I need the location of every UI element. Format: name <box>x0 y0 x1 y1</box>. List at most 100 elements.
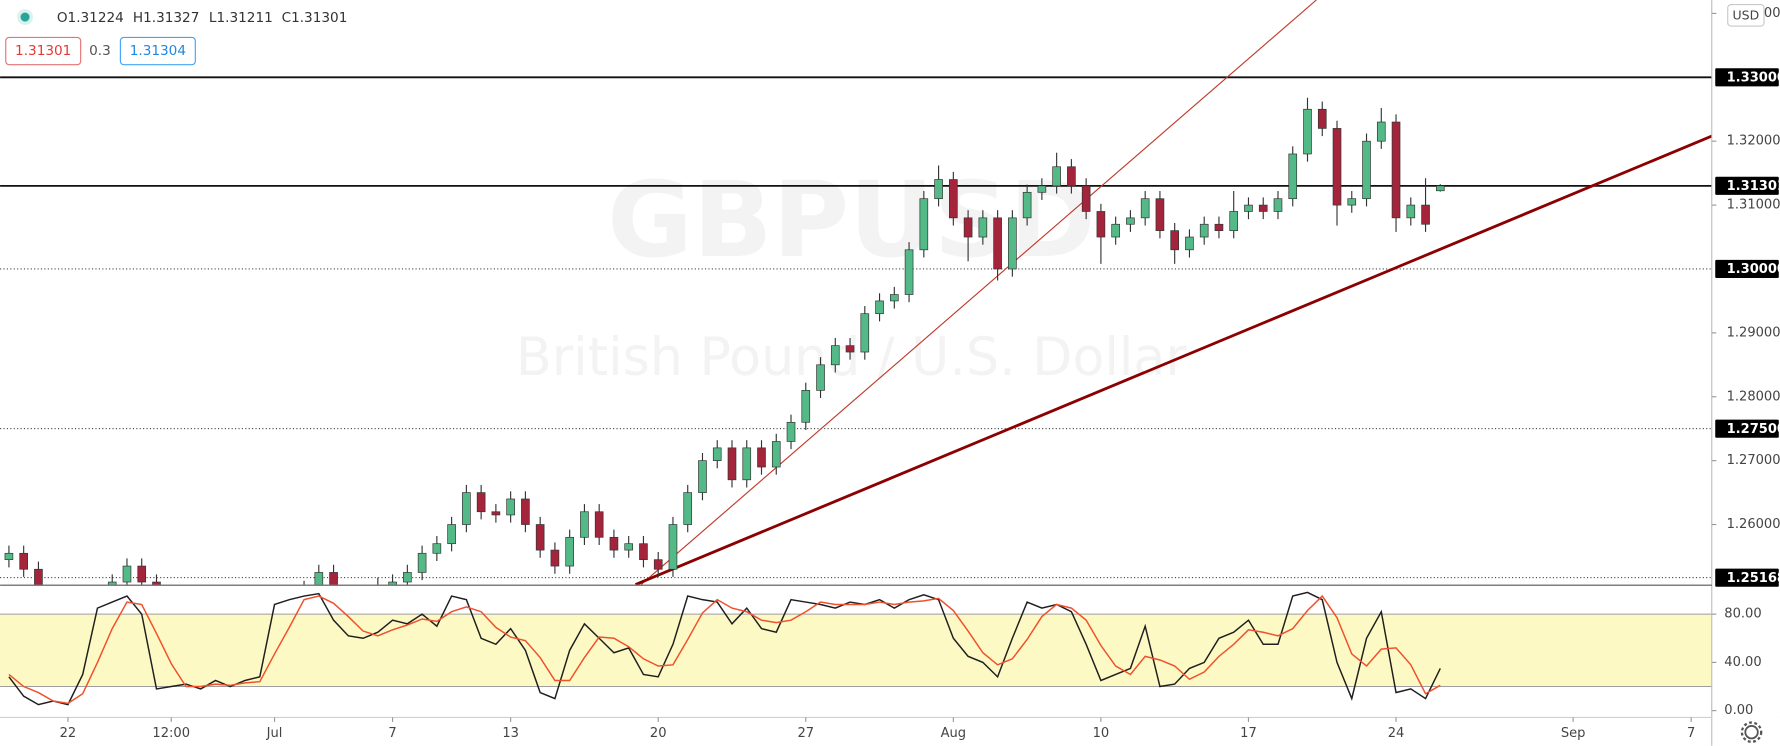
candle-body <box>137 565 147 583</box>
candle-body <box>462 492 471 525</box>
candle-body <box>521 498 530 525</box>
y-tick-label: 1.26000 <box>1727 517 1780 532</box>
candle-body <box>742 447 752 481</box>
y-tick-label: 1.32000 <box>1727 134 1780 149</box>
plot-layer <box>4 0 1712 706</box>
oscillator-line <box>8 594 1441 705</box>
candle-body <box>34 568 43 585</box>
candle-body <box>934 179 943 200</box>
y2-tick-label: 40.00 <box>1724 655 1761 670</box>
candle-body <box>1155 198 1165 231</box>
gear-ring[interactable] <box>1744 725 1759 740</box>
candle-body <box>963 217 973 238</box>
level-label-box <box>1715 259 1779 279</box>
x-tick-label: Jul <box>266 726 283 741</box>
x-tick-label: 7 <box>1687 726 1695 741</box>
x-tick-label: Aug <box>941 726 966 741</box>
candle-body <box>152 581 161 585</box>
candle-body <box>403 572 412 583</box>
settings-gear[interactable] <box>1740 721 1763 743</box>
x-tick-label: 20 <box>650 726 667 741</box>
candle-body <box>1362 140 1371 200</box>
buy-price[interactable]: 1.31304 <box>130 43 186 59</box>
candle-body <box>417 552 427 573</box>
candle-body <box>889 294 899 302</box>
candle-body <box>1347 198 1357 206</box>
candle-body <box>993 217 1002 270</box>
candle-body <box>388 581 397 585</box>
candle-body <box>683 492 693 525</box>
candle-body <box>1244 204 1253 212</box>
oscillator-band <box>0 614 1712 687</box>
price-axis-bg <box>1712 0 1780 746</box>
candle-body <box>845 345 855 353</box>
candle-body <box>1391 121 1401 219</box>
candle-body <box>904 249 914 295</box>
candle-body <box>1081 185 1091 212</box>
watermark: GBPUSD <box>607 159 1096 281</box>
candle-body <box>506 498 515 516</box>
level-label-box <box>1715 68 1779 87</box>
candle-body <box>565 536 574 567</box>
x-tick-label: 24 <box>1388 726 1405 741</box>
candle-body <box>1008 217 1017 270</box>
level-label: 1.33000 <box>1727 70 1780 85</box>
candle-body <box>19 552 28 570</box>
candle-body <box>1376 121 1386 142</box>
candle-body <box>1273 198 1283 212</box>
candle-body <box>1140 198 1150 219</box>
candle-body <box>727 447 737 481</box>
candle-body <box>476 492 486 513</box>
candle-body <box>771 441 781 468</box>
gear-teeth[interactable] <box>1740 721 1763 743</box>
trend-line <box>634 134 1712 585</box>
candle-body <box>712 447 722 461</box>
buy-box[interactable] <box>119 36 196 66</box>
x-tick-label: 17 <box>1240 726 1257 741</box>
candle-body <box>1170 230 1180 251</box>
candle-body <box>1126 217 1135 225</box>
x-tick-label: 13 <box>502 726 519 741</box>
candle-body <box>535 524 545 551</box>
candle-body <box>801 390 811 423</box>
ohlc-open: O1.31224 <box>57 10 124 26</box>
x-tick-label: 27 <box>797 726 814 741</box>
candle-body <box>1288 153 1298 200</box>
watermark-subtitle: British Pound / U.S. Dollar <box>516 328 1188 388</box>
candle-body <box>447 524 456 545</box>
sell-price[interactable]: 1.31301 <box>15 43 71 59</box>
x-tick-label: 12:00 <box>152 726 190 741</box>
sell-box[interactable] <box>5 36 82 66</box>
ohlc-close: C1.31301 <box>282 10 348 26</box>
candle-body <box>698 460 707 493</box>
candle-body <box>1332 128 1342 206</box>
candle-body <box>1111 223 1120 238</box>
oscillator-line <box>8 591 1441 706</box>
level-label: 1.31301 <box>1727 179 1780 194</box>
candle-body <box>786 421 796 442</box>
candle-body <box>491 511 501 516</box>
level-label: 1.30000 <box>1727 262 1780 277</box>
candle-body <box>830 345 840 366</box>
candle-body <box>1037 185 1047 193</box>
candle-body <box>653 559 663 570</box>
y-tick-label: 1.27000 <box>1727 453 1780 468</box>
candle-body <box>1199 223 1209 238</box>
candle-body <box>609 536 619 551</box>
candle-body <box>314 572 324 585</box>
candle-body <box>639 543 648 561</box>
x-tick-label: Sep <box>1561 726 1586 741</box>
candle-body <box>580 511 589 538</box>
symbol-status-dot <box>20 12 30 22</box>
x-tick-label: 22 <box>60 726 77 741</box>
level-label-box <box>1715 419 1779 438</box>
ohlc-low: L1.31211 <box>209 10 273 26</box>
trend-line <box>640 0 1317 585</box>
candle-body <box>1421 204 1430 225</box>
candle-body <box>594 511 604 538</box>
candle-body <box>1229 211 1239 231</box>
candle-body <box>668 524 678 570</box>
